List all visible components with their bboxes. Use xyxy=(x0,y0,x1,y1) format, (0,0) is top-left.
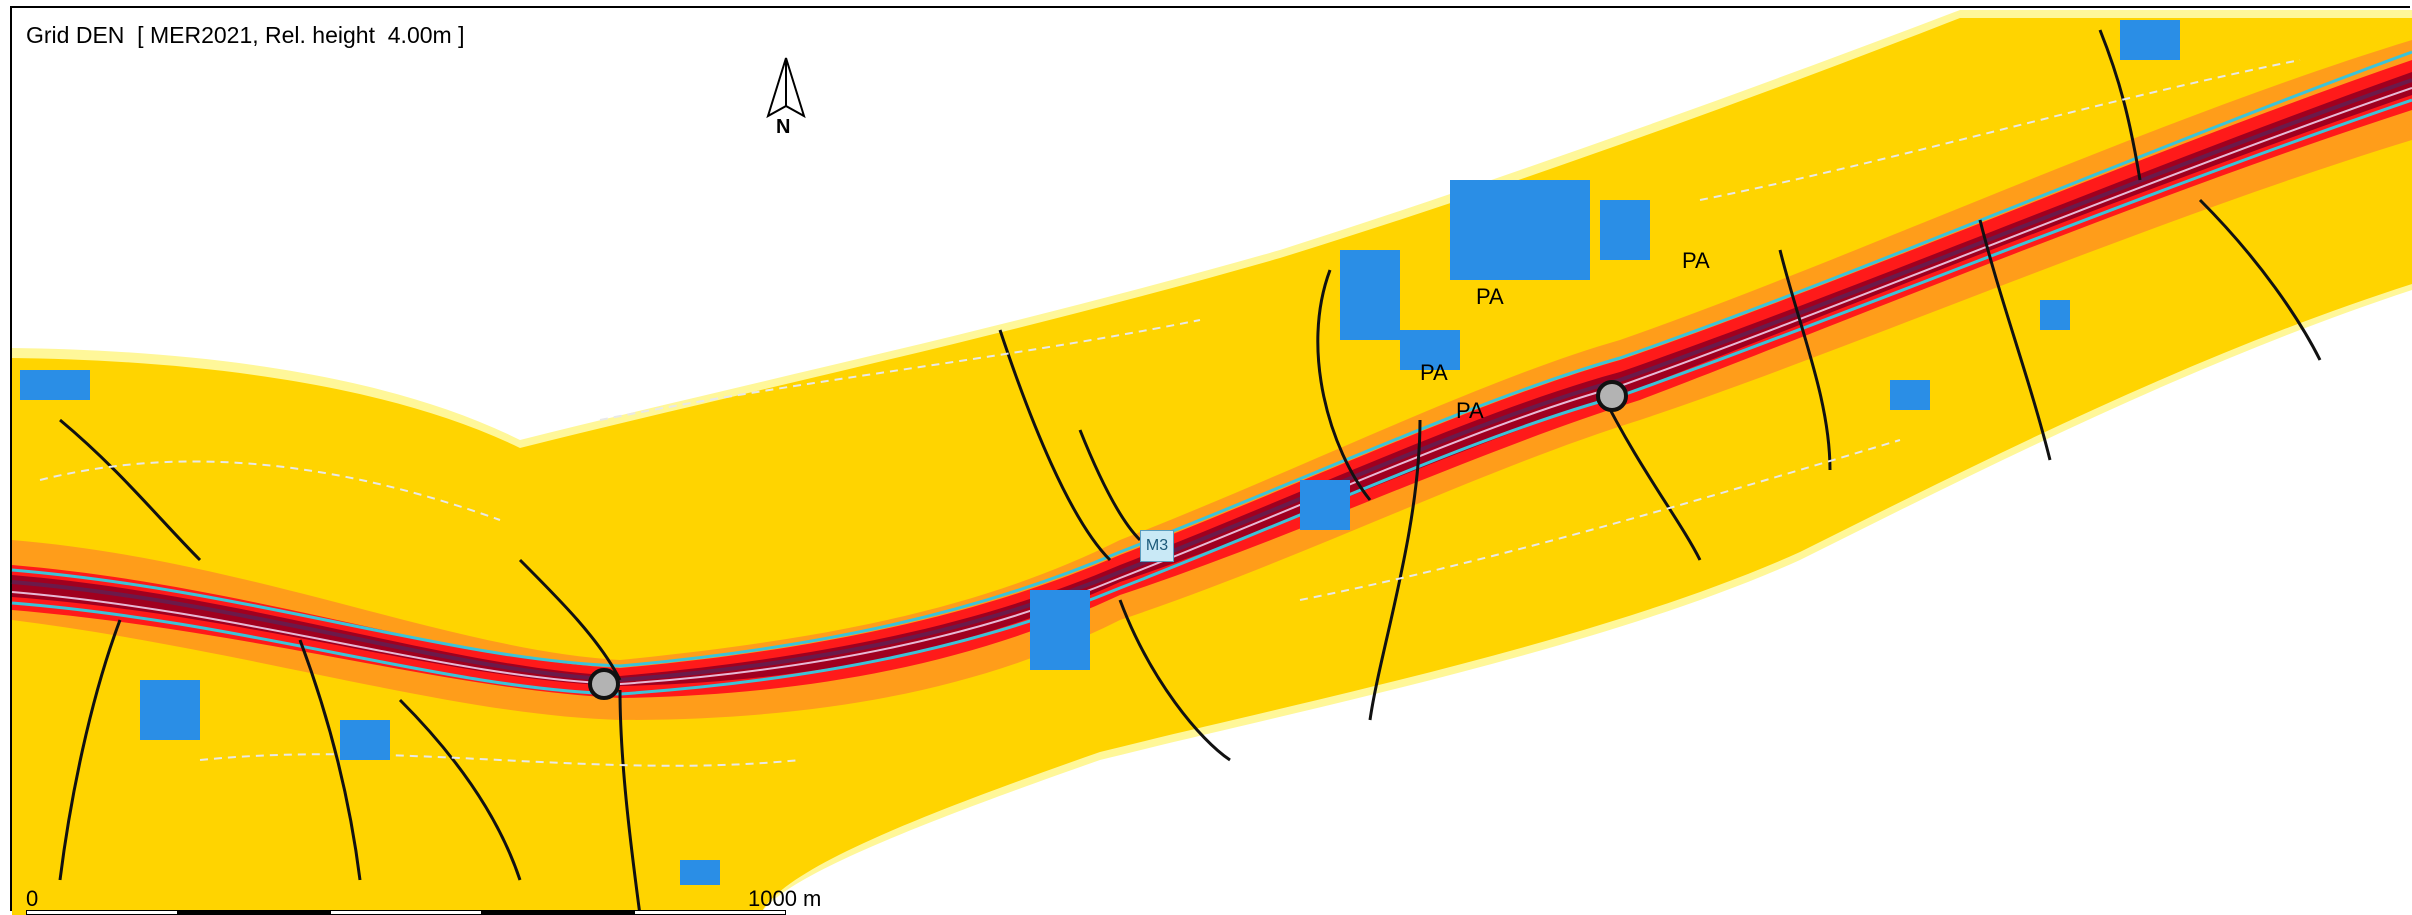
zone-darkred xyxy=(12,72,2412,686)
scale-start-label: 0 xyxy=(26,886,39,911)
place-label: PA xyxy=(1456,398,1484,423)
north-arrow-icon xyxy=(766,57,806,119)
north-label: N xyxy=(776,116,791,138)
zone-orange xyxy=(12,40,2412,720)
local-roads xyxy=(58,29,2322,915)
map-title: Grid DEN [ MER2021, Rel. height 4.00m ] xyxy=(26,22,465,48)
place-label: PA xyxy=(1682,248,1710,273)
place-label: PA xyxy=(1476,284,1504,309)
scale-segment xyxy=(330,910,482,915)
zone-yellow xyxy=(12,18,2412,915)
scale-segment xyxy=(178,910,330,915)
cyan-road xyxy=(11,98,2412,696)
scale-end-label: 1000 m xyxy=(748,886,822,911)
scale-segment xyxy=(26,910,178,915)
contour-lines xyxy=(39,59,2301,767)
buildings xyxy=(20,20,2180,885)
place-label: PA xyxy=(1420,360,1448,385)
scale-bar xyxy=(26,910,786,915)
scale-segment xyxy=(634,910,786,915)
roundabout-east xyxy=(1596,380,1628,412)
zone-red xyxy=(12,60,2412,698)
roundabout-west xyxy=(588,668,620,700)
map-frame xyxy=(10,6,2410,911)
road-label-m3: M3 xyxy=(1140,530,1174,562)
scale-segment xyxy=(482,910,634,915)
